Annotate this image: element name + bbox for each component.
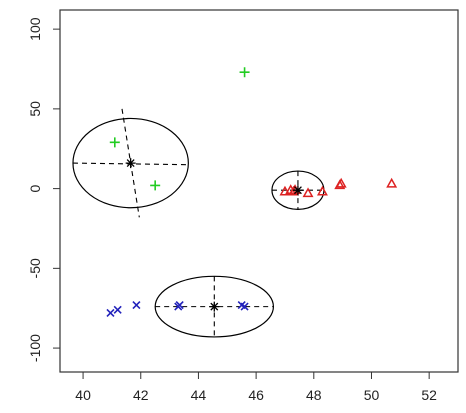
plus-point bbox=[150, 180, 161, 191]
plus-point bbox=[239, 67, 250, 78]
triangle-point bbox=[386, 177, 398, 188]
y-tick-label: -50 bbox=[27, 258, 43, 278]
x-tick-label: 44 bbox=[191, 387, 207, 403]
cross-point bbox=[106, 308, 115, 318]
y-tick-label: 50 bbox=[27, 101, 43, 117]
triangle-point bbox=[302, 187, 314, 198]
cluster-centers bbox=[125, 158, 303, 312]
x-tick-label: 52 bbox=[421, 387, 437, 403]
triangle-point bbox=[335, 177, 347, 188]
y-tick-label: -100 bbox=[27, 334, 43, 362]
center-star bbox=[209, 301, 220, 312]
cross-point bbox=[113, 305, 122, 314]
center-star bbox=[125, 158, 136, 169]
x-tick-label: 50 bbox=[364, 387, 380, 403]
center-star bbox=[292, 185, 303, 196]
y-tick-label: 100 bbox=[27, 17, 43, 41]
cross-point bbox=[132, 300, 141, 310]
x-tick-label: 48 bbox=[306, 387, 322, 403]
triangle-point bbox=[316, 185, 328, 196]
x-axis: 40 42 44 46 48 50 52 bbox=[75, 372, 437, 403]
x-tick-label: 46 bbox=[248, 387, 264, 403]
x-tick-label: 40 bbox=[75, 387, 91, 403]
x-tick-label: 42 bbox=[133, 387, 149, 403]
plus-point bbox=[109, 137, 120, 148]
y-tick-label: 0 bbox=[27, 185, 43, 193]
cross-point bbox=[240, 302, 249, 311]
y-axis: -100 -50 0 50 100 bbox=[27, 17, 60, 362]
plot-frame bbox=[59, 9, 459, 373]
cross-point bbox=[175, 300, 184, 310]
data-points bbox=[106, 67, 398, 318]
